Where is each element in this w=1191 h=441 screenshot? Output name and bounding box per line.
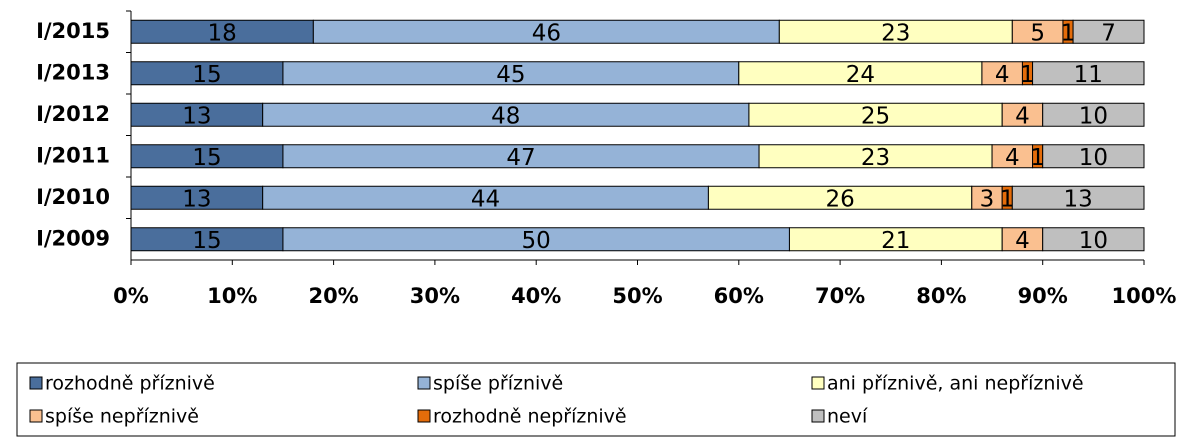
data-label: 1 <box>1000 186 1015 212</box>
legend-label: spíše příznivě <box>433 373 563 395</box>
bar-segment <box>1011 185 1145 210</box>
data-label: 44 <box>471 186 500 212</box>
bar-segment <box>1072 19 1145 44</box>
x-tick-label: 40% <box>511 284 561 308</box>
data-label: 13 <box>1064 186 1093 212</box>
data-label: 15 <box>192 145 221 171</box>
data-label: 5 <box>1030 20 1045 46</box>
data-label: 1 <box>1061 20 1076 46</box>
data-label: 26 <box>825 186 854 212</box>
legend-label: rozhodně příznivě <box>45 373 215 395</box>
data-label: 18 <box>208 20 237 46</box>
legend-label: ani příznivě, ani nepříznivě <box>827 373 1084 395</box>
x-tick-label: 10% <box>207 284 257 308</box>
y-tick-label: I/2015 <box>36 19 110 43</box>
data-label: 47 <box>506 145 535 171</box>
data-label: 11 <box>1074 62 1103 88</box>
x-tick-label: 80% <box>916 284 966 308</box>
legend-swatch <box>29 409 43 423</box>
data-label: 23 <box>861 145 890 171</box>
legend-swatch <box>811 376 825 390</box>
bar-segment <box>1042 102 1145 127</box>
x-tick-label: 30% <box>410 284 460 308</box>
legend-label: spíše nepříznivě <box>45 406 199 428</box>
data-label: 25 <box>861 103 890 129</box>
y-tick-label: I/2010 <box>36 185 110 209</box>
y-tick-label: I/2012 <box>36 102 110 126</box>
bar-segment <box>1042 227 1145 252</box>
y-tick-label: I/2011 <box>36 143 110 167</box>
data-label: 23 <box>881 20 910 46</box>
data-label: 1 <box>1030 145 1045 171</box>
legend-swatch <box>29 376 43 390</box>
data-label: 21 <box>881 228 910 254</box>
x-tick-label: 20% <box>308 284 358 308</box>
data-label: 15 <box>192 62 221 88</box>
x-tick-label: 50% <box>612 284 662 308</box>
y-tick-label: I/2013 <box>36 60 110 84</box>
x-tick-label: 100% <box>1112 284 1177 308</box>
y-tick-label: I/2009 <box>36 226 110 250</box>
data-label: 4 <box>1005 145 1020 171</box>
data-label: 13 <box>182 103 211 129</box>
legend-swatch <box>811 409 825 423</box>
data-label: 4 <box>1015 228 1030 254</box>
x-tick-label: 90% <box>1018 284 1068 308</box>
legend-label: rozhodně nepříznivě <box>433 406 627 428</box>
bar-segment <box>1032 61 1145 86</box>
x-tick-label: 0% <box>113 284 149 308</box>
data-label: 4 <box>1015 103 1030 129</box>
data-label: 3 <box>980 186 995 212</box>
x-tick-label: 60% <box>714 284 764 308</box>
data-label: 10 <box>1079 228 1108 254</box>
bar-segment <box>1042 144 1145 169</box>
data-label: 46 <box>532 20 561 46</box>
data-label: 50 <box>522 228 551 254</box>
x-tick-label: 70% <box>815 284 865 308</box>
data-label: 45 <box>496 62 525 88</box>
data-label: 13 <box>182 186 211 212</box>
data-label: 10 <box>1079 103 1108 129</box>
legend-swatch <box>417 409 431 423</box>
legend-swatch <box>417 376 431 390</box>
legend-label: neví <box>827 406 868 428</box>
data-label: 7 <box>1101 20 1116 46</box>
data-label: 10 <box>1079 145 1108 171</box>
data-label: 48 <box>491 103 520 129</box>
legend-box <box>16 362 1176 437</box>
data-label: 1 <box>1020 62 1035 88</box>
data-label: 4 <box>995 62 1010 88</box>
data-label: 15 <box>192 228 221 254</box>
data-label: 24 <box>846 62 875 88</box>
